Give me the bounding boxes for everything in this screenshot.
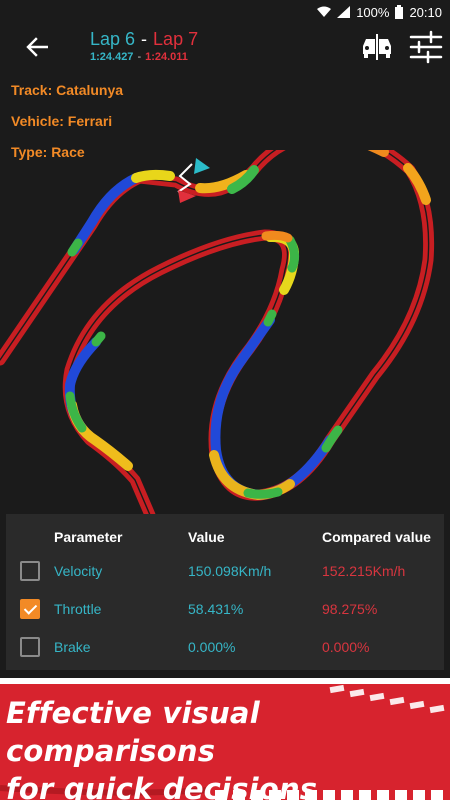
- promo-line-1: Effective visual comparisons: [6, 696, 260, 768]
- battery-percent: 100%: [356, 4, 390, 20]
- lap-b-time: 1:24.011: [145, 51, 188, 63]
- sliders-icon: [409, 30, 443, 64]
- track-map[interactable]: [0, 150, 450, 515]
- velocity-checkbox[interactable]: [20, 561, 40, 581]
- parameter-value: 0.000%: [188, 639, 236, 655]
- filter-settings-button[interactable]: [408, 30, 444, 64]
- parameter-name: Brake: [54, 639, 91, 655]
- battery-icon: [395, 5, 404, 19]
- vehicle-label: Vehicle: Ferrari: [11, 113, 113, 129]
- lap-a-time: 1:24.427: [90, 51, 134, 63]
- track-label: Track: Catalunya: [11, 82, 124, 98]
- wifi-icon: [317, 6, 332, 18]
- lap-separator: -: [141, 29, 148, 49]
- track-segment-green-7: [91, 331, 106, 347]
- track-segment-blue-1: [69, 173, 141, 255]
- table-row-velocity[interactable]: Velocity 150.098Km/h 152.215Km/h: [6, 554, 444, 588]
- promo-headline: Effective visual comparisons for quick d…: [6, 694, 446, 800]
- parameter-value: 150.098Km/h: [188, 563, 272, 579]
- compared-column-header: Compared value: [322, 529, 431, 545]
- brake-checkbox[interactable]: [20, 637, 40, 657]
- clock-time: 20:10: [409, 4, 442, 20]
- compared-value: 0.000%: [322, 639, 370, 655]
- table-row-brake[interactable]: Brake 0.000% 0.000%: [6, 630, 444, 664]
- compare-cars-button[interactable]: [360, 32, 394, 62]
- lap-comparison-title: Lap 6- Lap 7 1:24.427-1:24.011: [90, 28, 198, 64]
- track-segment-green-1: [227, 165, 259, 194]
- parameters-panel: Parameter Value Compared value Velocity …: [6, 514, 444, 670]
- promo-banner: Effective visual comparisons for quick d…: [0, 678, 450, 800]
- lap-a-label: Lap 6: [90, 29, 136, 49]
- table-row-throttle[interactable]: Throttle 58.431% 98.275%: [6, 592, 444, 626]
- compared-value: 152.215Km/h: [322, 563, 406, 579]
- track-segment-green-5: [321, 425, 343, 453]
- track-segment-orange-2: [403, 163, 431, 205]
- parameter-value: 58.431%: [188, 601, 244, 617]
- throttle-checkbox[interactable]: [20, 599, 40, 619]
- parameter-column-header: Parameter: [54, 529, 123, 545]
- track-segment-orange-1: [367, 150, 389, 157]
- track-segment-yellow-1: [131, 169, 175, 183]
- parameter-name: Velocity: [54, 563, 103, 579]
- status-bar: 100% 20:10: [0, 0, 450, 24]
- promo-line-2: for quick decisions: [6, 772, 318, 800]
- parameter-name: Throttle: [54, 601, 102, 617]
- track-segment-green-2: [285, 235, 300, 273]
- track-segment-orange-3: [261, 230, 293, 243]
- track-segment-green-8: [263, 309, 277, 327]
- app-bar: Lap 6- Lap 7 1:24.427-1:24.011: [0, 24, 450, 70]
- signal-icon: [337, 6, 351, 18]
- time-separator: -: [137, 51, 142, 63]
- arrow-left-icon: [26, 37, 48, 57]
- back-button[interactable]: [22, 32, 52, 62]
- track-segment-green-4: [243, 487, 283, 499]
- session-type-label: Type: Race: [11, 144, 85, 160]
- start-finish-marker: [177, 158, 210, 203]
- cars-compare-icon: [363, 34, 391, 60]
- compared-value: 98.275%: [322, 601, 378, 617]
- table-header: Parameter Value Compared value: [6, 520, 444, 554]
- track-segment-blue-3: [210, 315, 335, 500]
- value-column-header: Value: [188, 529, 225, 545]
- track-segment-green-6: [67, 238, 83, 257]
- track-segment-green-3: [65, 391, 87, 433]
- tire-track-decoration: [0, 678, 450, 800]
- lap-b-label: Lap 7: [153, 29, 199, 49]
